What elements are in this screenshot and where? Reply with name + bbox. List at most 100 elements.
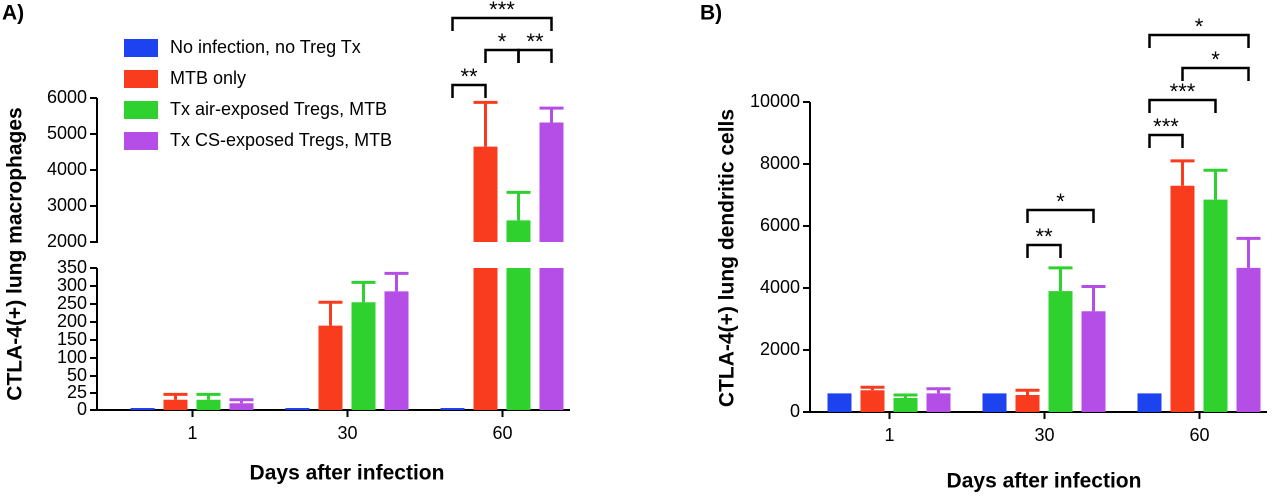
legend-label: Tx CS-exposed Tregs, MTB (170, 130, 392, 150)
significance-bracket (451, 83, 487, 98)
bar (440, 407, 465, 410)
bar (1081, 311, 1106, 412)
bar (893, 398, 918, 412)
y-tick-label: 25 (67, 382, 87, 402)
bar (163, 399, 188, 410)
bar (196, 399, 221, 410)
significance-label: *** (1153, 114, 1179, 139)
legend-swatch (124, 132, 158, 150)
bar (318, 325, 343, 410)
error-bar (473, 100, 498, 147)
error-bar (539, 106, 564, 123)
error-bar (1015, 388, 1040, 395)
y-tick-label: 50 (67, 365, 87, 385)
y-axis-label: CTLA-4(+) lung dendritic cells (716, 109, 739, 407)
bar (1236, 267, 1261, 412)
y-tick-label: 250 (57, 293, 87, 313)
significance-label: *** (1170, 79, 1196, 104)
y-tick-label: 0 (77, 399, 87, 419)
y-tick-label: 300 (57, 275, 87, 295)
legend-label: Tx air-exposed Tregs, MTB (170, 99, 387, 119)
y-tick-label: 6000 (47, 87, 87, 107)
significance-bracket (1026, 208, 1095, 223)
y-tick-label: 3000 (47, 195, 87, 215)
significance-bracket (1148, 133, 1184, 148)
bar (130, 407, 155, 410)
bar (384, 291, 409, 410)
y-axis-label: CTLA-4(+) lung macrophages (4, 107, 27, 400)
bar (229, 403, 254, 410)
bar (1203, 199, 1228, 412)
significance-label: * (1195, 14, 1204, 39)
bar (1048, 291, 1073, 412)
y-tick-label: 5000 (47, 123, 87, 143)
bar (285, 407, 310, 410)
y-tick-label: 100 (57, 347, 87, 367)
y-tick-label: 350 (57, 257, 87, 277)
y-tick-label: 2000 (47, 231, 87, 251)
legend-swatch (124, 39, 158, 57)
x-tick-label: 60 (492, 423, 512, 443)
significance-label: * (1056, 189, 1065, 214)
significance-label: *** (489, 0, 515, 22)
error-bar (1048, 266, 1073, 292)
error-bar (318, 300, 343, 326)
y-tick-label: 150 (57, 329, 87, 349)
error-bar (1236, 236, 1261, 268)
significance-bracket (1026, 243, 1062, 258)
error-bar (893, 393, 918, 399)
error-bar (1203, 168, 1228, 200)
error-bar (384, 271, 409, 292)
bar (539, 122, 564, 410)
error-bar (1081, 284, 1106, 312)
bar (926, 393, 951, 412)
significance-label: ** (1035, 224, 1053, 249)
significance-bracket (1148, 33, 1250, 48)
error-bar (1170, 159, 1195, 186)
x-axis-label: Days after infection (947, 470, 1142, 493)
panel-label: A) (2, 2, 24, 25)
bar (1015, 394, 1040, 412)
legend-label: No infection, no Treg Tx (170, 37, 361, 57)
y-tick-label: 200 (57, 311, 87, 331)
bar (1170, 185, 1195, 412)
bar (860, 390, 885, 412)
y-tick-label: 0 (790, 401, 800, 421)
panel-label: B) (700, 2, 722, 25)
y-tick-label: 4000 (760, 277, 800, 297)
significance-bracket (1148, 98, 1217, 113)
y-tick-label: 2000 (760, 339, 800, 359)
bar (982, 393, 1007, 412)
bar (827, 393, 852, 412)
significance-bracket (517, 48, 553, 63)
error-bar (229, 398, 254, 404)
significance-bracket (1181, 66, 1250, 81)
significance-label: * (498, 29, 507, 54)
y-tick-label: 4000 (47, 159, 87, 179)
significance-label: ** (460, 64, 478, 89)
error-bar (163, 392, 188, 400)
error-bar (926, 387, 951, 394)
x-tick-label: 30 (337, 423, 357, 443)
x-tick-label: 1 (187, 423, 197, 443)
x-tick-label: 30 (1034, 425, 1054, 445)
bar (1137, 393, 1162, 412)
x-axis-label: Days after infection (250, 462, 445, 485)
error-bar (351, 280, 376, 303)
legend-swatch (124, 70, 158, 88)
significance-label: * (1211, 47, 1220, 72)
bar (351, 302, 376, 410)
bar (506, 220, 531, 410)
y-tick-label: 10000 (750, 91, 800, 111)
x-tick-label: 1 (884, 425, 894, 445)
significance-bracket (451, 16, 553, 31)
y-tick-label: 8000 (760, 153, 800, 173)
bar (473, 146, 498, 410)
significance-label: ** (526, 29, 544, 54)
legend-swatch (124, 101, 158, 119)
error-bar (506, 190, 531, 221)
legend-label: MTB only (170, 68, 246, 88)
y-tick-label: 6000 (760, 215, 800, 235)
error-bar (196, 392, 221, 400)
